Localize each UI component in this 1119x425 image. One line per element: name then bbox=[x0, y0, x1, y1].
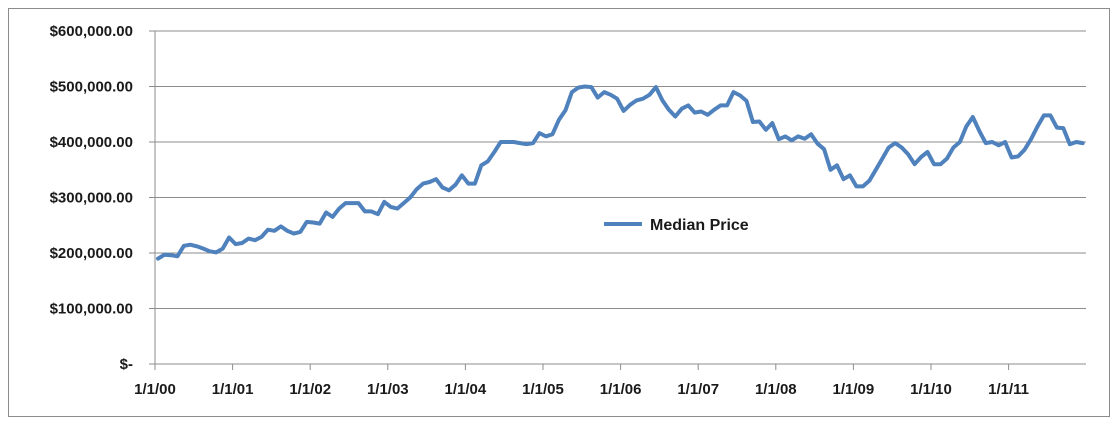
axes bbox=[149, 30, 1086, 370]
series-line-median-price bbox=[156, 84, 1085, 261]
x-tick-label-11: 1/1/11 bbox=[988, 381, 1029, 398]
x-tick-label-4: 1/1/04 bbox=[445, 381, 487, 398]
y-tick-label-0: $- bbox=[120, 356, 133, 373]
x-tick-label-10: 1/1/10 bbox=[910, 381, 952, 398]
x-tick-label-7: 1/1/07 bbox=[677, 381, 719, 398]
series-median-price bbox=[156, 84, 1085, 261]
legend: Median Price bbox=[604, 217, 749, 234]
y-tick-label-4: $400,000.00 bbox=[50, 134, 133, 151]
x-tick-label-8: 1/1/08 bbox=[755, 381, 797, 398]
x-tick-label-6: 1/1/06 bbox=[600, 381, 642, 398]
x-tick-label-2: 1/1/02 bbox=[289, 381, 331, 398]
y-tick-label-5: $500,000.00 bbox=[50, 79, 133, 96]
x-tick-labels: 1/1/00 1/1/01 1/1/02 1/1/03 1/1/04 1/1/05 1/1/… bbox=[134, 381, 1029, 398]
x-tick-label-9: 1/1/09 bbox=[833, 381, 875, 398]
x-tick-label-0: 1/1/00 bbox=[134, 381, 176, 398]
gridlines bbox=[155, 30, 1086, 309]
y-tick-label-6: $600,000.00 bbox=[50, 23, 133, 40]
chart-frame bbox=[8, 8, 1110, 417]
x-tick-label-1: 1/1/01 bbox=[212, 381, 254, 398]
y-tick-label-1: $100,000.00 bbox=[50, 301, 133, 318]
x-tick-label-3: 1/1/03 bbox=[367, 381, 409, 398]
x-tick-label-5: 1/1/05 bbox=[522, 381, 564, 398]
legend-label-median-price: Median Price bbox=[650, 217, 749, 234]
y-tick-label-3: $300,000.00 bbox=[50, 190, 133, 207]
y-tick-labels: $- $100,000.00 $200,000.00 $300,000.00 $400,… bbox=[50, 23, 133, 373]
y-tick-label-2: $200,000.00 bbox=[50, 245, 133, 262]
